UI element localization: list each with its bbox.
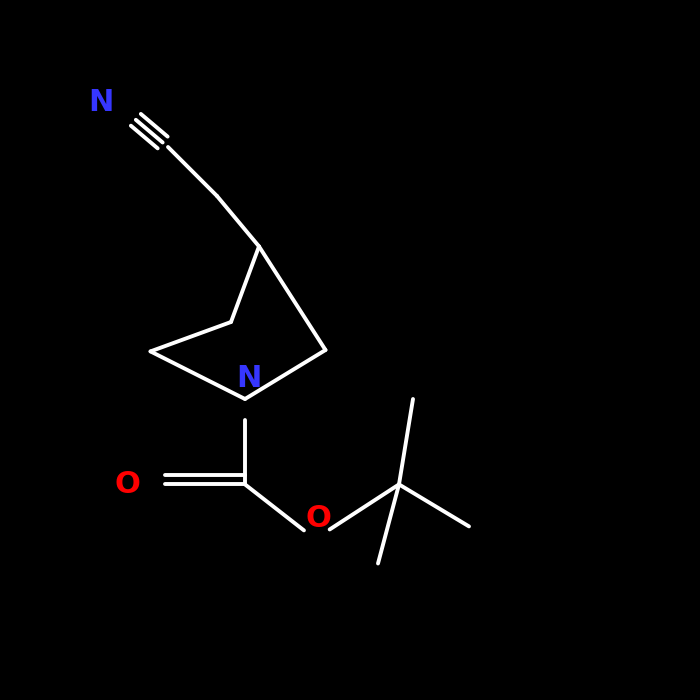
Text: N: N [89,88,114,118]
Text: N: N [236,365,261,393]
Text: O: O [306,505,331,533]
Text: O: O [114,470,140,499]
